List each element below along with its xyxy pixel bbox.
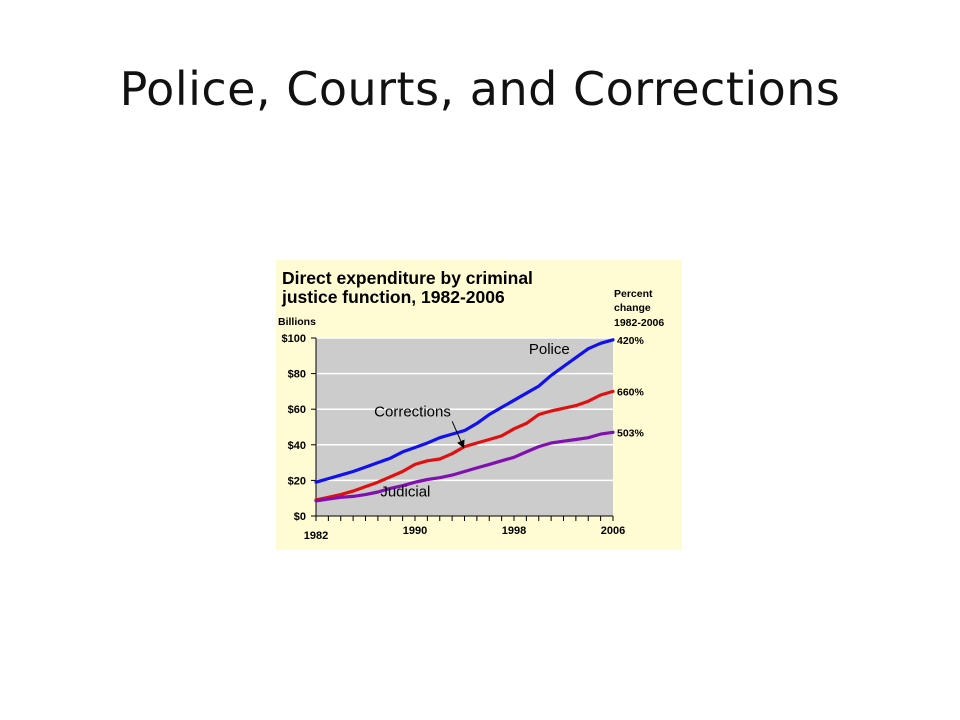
y-axis-unit-label: Billions <box>278 316 316 328</box>
percent-change-header-line-1: Percent <box>614 288 653 300</box>
expenditure-chart: Direct expenditure by criminal justice f… <box>276 260 682 550</box>
x-tick-label: 1998 <box>502 525 526 537</box>
chart-title-line-1: Direct expenditure by criminal <box>282 268 533 288</box>
slide-title: Police, Courts, and Corrections <box>119 62 841 116</box>
x-tick-label: 2006 <box>601 525 625 537</box>
series-line-judicial <box>314 430 615 503</box>
x-tick-label: 1990 <box>403 525 427 537</box>
percent-change-corrections: 660% <box>617 386 645 398</box>
percent-change-header-line-2: change <box>614 302 651 314</box>
x-axis-ticks: 1982 1990 1998 2006 <box>304 515 625 542</box>
corrections-arrow <box>451 421 465 449</box>
percent-change-header-line-3: 1982-2006 <box>614 317 664 329</box>
y-tick-label: $40 <box>288 440 306 452</box>
chart-title-line-2: justice function, 1982-2006 <box>281 287 505 307</box>
percent-change-police: 420% <box>617 335 645 347</box>
series-label-corrections: Corrections <box>374 403 451 420</box>
chart-svg: Direct expenditure by criminal justice f… <box>276 260 682 550</box>
series-labels: Police 420% Corrections 660% Judicial 503% <box>374 335 644 501</box>
y-axis-ticks: $0 $20 $40 $60 $80 $100 <box>282 333 317 523</box>
y-tick-label: $80 <box>288 369 306 381</box>
y-tick-label: $20 <box>288 475 306 487</box>
y-tick-label: $60 <box>288 404 306 416</box>
y-tick-label: $0 <box>294 511 306 523</box>
y-tick-label: $100 <box>282 333 306 345</box>
series-label-police: Police <box>529 341 570 358</box>
x-tick-label: 1982 <box>304 530 328 542</box>
percent-change-judicial: 503% <box>617 427 645 439</box>
series-label-judicial: Judicial <box>380 483 430 500</box>
series-line-police <box>314 338 615 484</box>
